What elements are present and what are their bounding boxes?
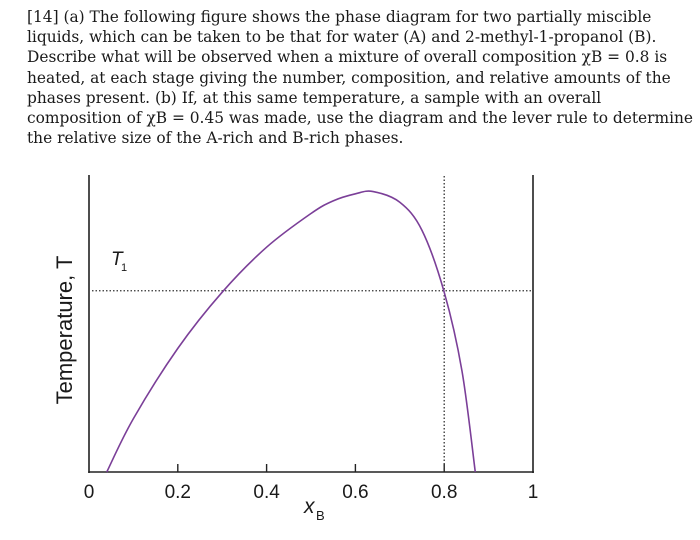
question-line: the relative size of the A-rich and B-ri… — [27, 129, 404, 148]
question-line: liquids, which can be taken to be that f… — [27, 28, 657, 47]
x-tick-label: 0.6 — [342, 482, 368, 503]
x-axis-label-main: x — [303, 495, 316, 518]
question-line: phases present. (b) If, at this same tem… — [27, 88, 602, 107]
x-axis-label-subscript: B — [316, 508, 325, 523]
coexistence-curve-group — [106, 190, 477, 473]
question-line: heated, at each stage giving the number,… — [27, 68, 671, 87]
question-line: composition of χB = 0.45 was made, use t… — [27, 109, 694, 128]
question-line: [14] (a) The following figure shows the … — [27, 8, 652, 26]
x-tick-label: 1 — [528, 482, 539, 503]
x-axis-label: x — [303, 495, 316, 518]
x-tick-label: 0.2 — [165, 482, 191, 503]
question-line: Describe what will be observed when a mi… — [27, 48, 668, 67]
question-text: [14] (a) The following figure shows the … — [27, 7, 695, 148]
coexistence-curve — [106, 190, 477, 473]
t1-label: T — [111, 249, 124, 270]
x-tick-label: 0.8 — [431, 482, 457, 503]
t1-label-subscript: 1 — [121, 262, 127, 274]
x-ticks — [177, 464, 445, 472]
reference-lines — [92, 176, 531, 471]
x-tick-label: 0.4 — [253, 482, 280, 503]
y-axis-label: Temperature, T — [52, 256, 77, 405]
x-tick-labels: 0 0.2 0.4 0.6 0.8 1 — [84, 482, 539, 503]
x-tick-label: 0 — [84, 482, 95, 503]
